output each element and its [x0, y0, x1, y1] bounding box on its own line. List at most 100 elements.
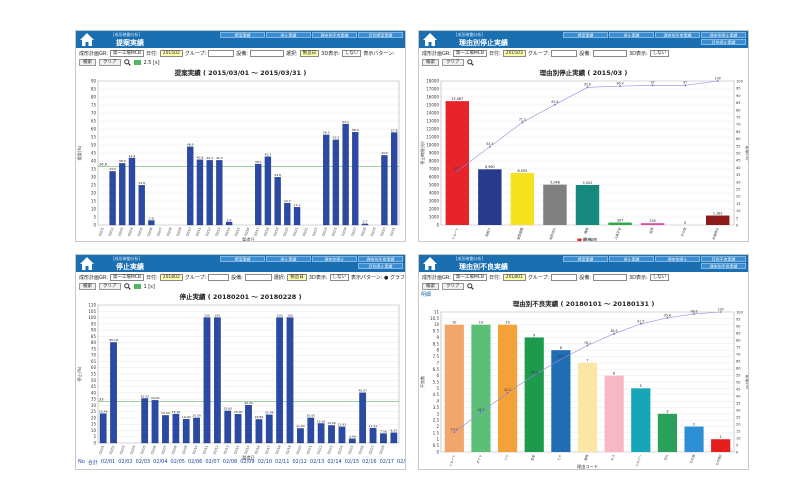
- group2-select[interactable]: [551, 273, 578, 281]
- group2-select[interactable]: [208, 273, 230, 281]
- home-icon[interactable]: [422, 256, 438, 271]
- equipment-select[interactable]: [249, 49, 284, 57]
- stop-results-panel: [成形稼働分析] 停止実績 提案実績 停止実績 理由別停止 理由別不良実績 月別停止実績 成形…: [75, 254, 406, 470]
- zoom-icon[interactable]: [466, 59, 474, 66]
- zoom-icon[interactable]: [123, 283, 131, 290]
- cumulative-point: [666, 316, 669, 319]
- action-bar: 検索 クリア 1 [s]: [76, 282, 405, 291]
- search-button[interactable]: 検索: [422, 59, 439, 66]
- home-icon[interactable]: [422, 32, 438, 47]
- nav-tab[interactable]: 理由別不良実績: [358, 256, 403, 262]
- scale-value: 1 [s]: [143, 283, 155, 290]
- scale-swatch[interactable]: [133, 60, 141, 65]
- y2-tick-label: 25: [736, 188, 741, 192]
- table-header-cell: 02/01: [100, 459, 116, 465]
- nav-tab[interactable]: 理由別停止: [312, 256, 357, 262]
- y-tick-label: 15: [91, 199, 97, 204]
- nav-tab[interactable]: 理由別不良実績: [655, 32, 700, 38]
- table-header-cell: 02/17: [379, 459, 394, 465]
- nav-tab[interactable]: 理由別停止: [655, 256, 700, 262]
- search-button[interactable]: 検索: [422, 283, 439, 290]
- y-tick-label: 10: [434, 322, 440, 327]
- bar: [445, 101, 469, 225]
- scale-swatch[interactable]: [133, 284, 141, 289]
- cumulative-label: 95.6: [584, 83, 591, 87]
- date-label: 日付:: [146, 274, 158, 281]
- bar-value-label: 10: [452, 321, 456, 325]
- nav-tab[interactable]: 月別停止実績: [701, 39, 746, 45]
- bar: [332, 139, 340, 226]
- nav-tab[interactable]: 月別停止実績: [358, 263, 403, 269]
- cumulative-label: 14.1: [451, 428, 458, 432]
- nav-tab[interactable]: 理由別停止実績: [701, 32, 746, 38]
- nav-tab[interactable]: 理由別不良実績: [312, 32, 357, 38]
- group2-select[interactable]: [208, 49, 235, 57]
- date-field[interactable]: 201802: [159, 273, 183, 281]
- y-tick-label: 40: [91, 159, 97, 164]
- x-tick-label: 02/11: [202, 445, 209, 455]
- group-select[interactable]: 第一工場MCB: [452, 49, 488, 57]
- nav-tab[interactable]: 停止実績: [609, 32, 654, 38]
- clear-button[interactable]: クリア: [99, 283, 121, 290]
- date-field[interactable]: 201503: [502, 49, 526, 57]
- select-dropdown[interactable]: 製造日: [299, 49, 320, 57]
- bar-value-label: 11.1: [294, 203, 301, 207]
- cumulative-point: [506, 391, 509, 394]
- table-header-cell: 02/07: [205, 459, 220, 465]
- group2-select[interactable]: [551, 49, 578, 57]
- zoom-icon[interactable]: [123, 59, 131, 66]
- nav-tab[interactable]: 提案実績: [563, 32, 608, 38]
- bar: [361, 223, 369, 226]
- equipment-select[interactable]: [592, 273, 627, 281]
- group-select[interactable]: 第一工場MCB: [452, 273, 488, 281]
- cumulative-label: 28.2: [477, 408, 484, 412]
- d3-select[interactable]: しない: [329, 273, 350, 281]
- x-tick-label: 異物: [583, 453, 590, 461]
- nav-tab[interactable]: 提案実績: [563, 256, 608, 262]
- y2-tick-label: 30: [736, 180, 741, 184]
- equipment-label: 設備:: [231, 274, 243, 281]
- d3-select[interactable]: しない: [649, 49, 670, 57]
- bar: [297, 428, 304, 444]
- y-axis-label: 停止時間(分): [419, 141, 425, 165]
- d3-select[interactable]: しない: [649, 273, 670, 281]
- nav-tab[interactable]: 提案実績: [220, 32, 265, 38]
- table-header-cell: 02/08: [222, 459, 238, 465]
- bar: [213, 317, 221, 444]
- group-select[interactable]: 第一工場MCB: [109, 273, 145, 281]
- y2-tick-label: 85: [736, 332, 741, 336]
- bar-value-label: 3.49: [349, 434, 356, 438]
- search-button[interactable]: 検索: [79, 59, 96, 66]
- select-dropdown[interactable]: 製造日: [287, 273, 307, 281]
- select-label: 選択:: [273, 274, 286, 281]
- search-button[interactable]: 検索: [79, 283, 96, 290]
- nav-tab[interactable]: 停止実績: [266, 256, 311, 262]
- home-icon[interactable]: [79, 32, 95, 47]
- x-tick-label: 03/27: [350, 227, 357, 237]
- clear-button[interactable]: クリア: [99, 59, 121, 66]
- nav-tab[interactable]: 理由別不良実績: [701, 263, 746, 269]
- cumulative-label: 37.5: [454, 166, 461, 170]
- date-field[interactable]: 201502: [159, 49, 183, 57]
- date-label: 日付:: [489, 50, 501, 57]
- y-tick-label: 75: [91, 103, 97, 108]
- home-icon[interactable]: [79, 256, 95, 271]
- x-tick-label: キズ: [609, 453, 616, 461]
- equipment-select[interactable]: [592, 49, 627, 57]
- equipment-select[interactable]: [244, 273, 272, 281]
- nav-tab[interactable]: 提案実績: [220, 256, 265, 262]
- zoom-icon[interactable]: [466, 283, 474, 290]
- detail-link[interactable]: 明細: [421, 292, 432, 298]
- date-field[interactable]: 201801: [502, 273, 526, 281]
- d3-select[interactable]: しない: [341, 49, 362, 57]
- group-select[interactable]: 第一工場MCB: [109, 49, 145, 57]
- clear-button[interactable]: クリア: [442, 283, 464, 290]
- nav-tab[interactable]: 停止実績: [266, 32, 311, 38]
- nav-tab[interactable]: 停止実績: [609, 256, 654, 262]
- bar-value-label: 11.60: [296, 424, 305, 428]
- nav-tab[interactable]: 月別不良実績: [701, 256, 746, 262]
- clear-button[interactable]: クリア: [442, 59, 464, 66]
- y-tick-label: 7: [436, 360, 439, 365]
- y2-tick-label: 55: [736, 374, 741, 378]
- nav-tab[interactable]: 月別提案実績: [358, 32, 403, 38]
